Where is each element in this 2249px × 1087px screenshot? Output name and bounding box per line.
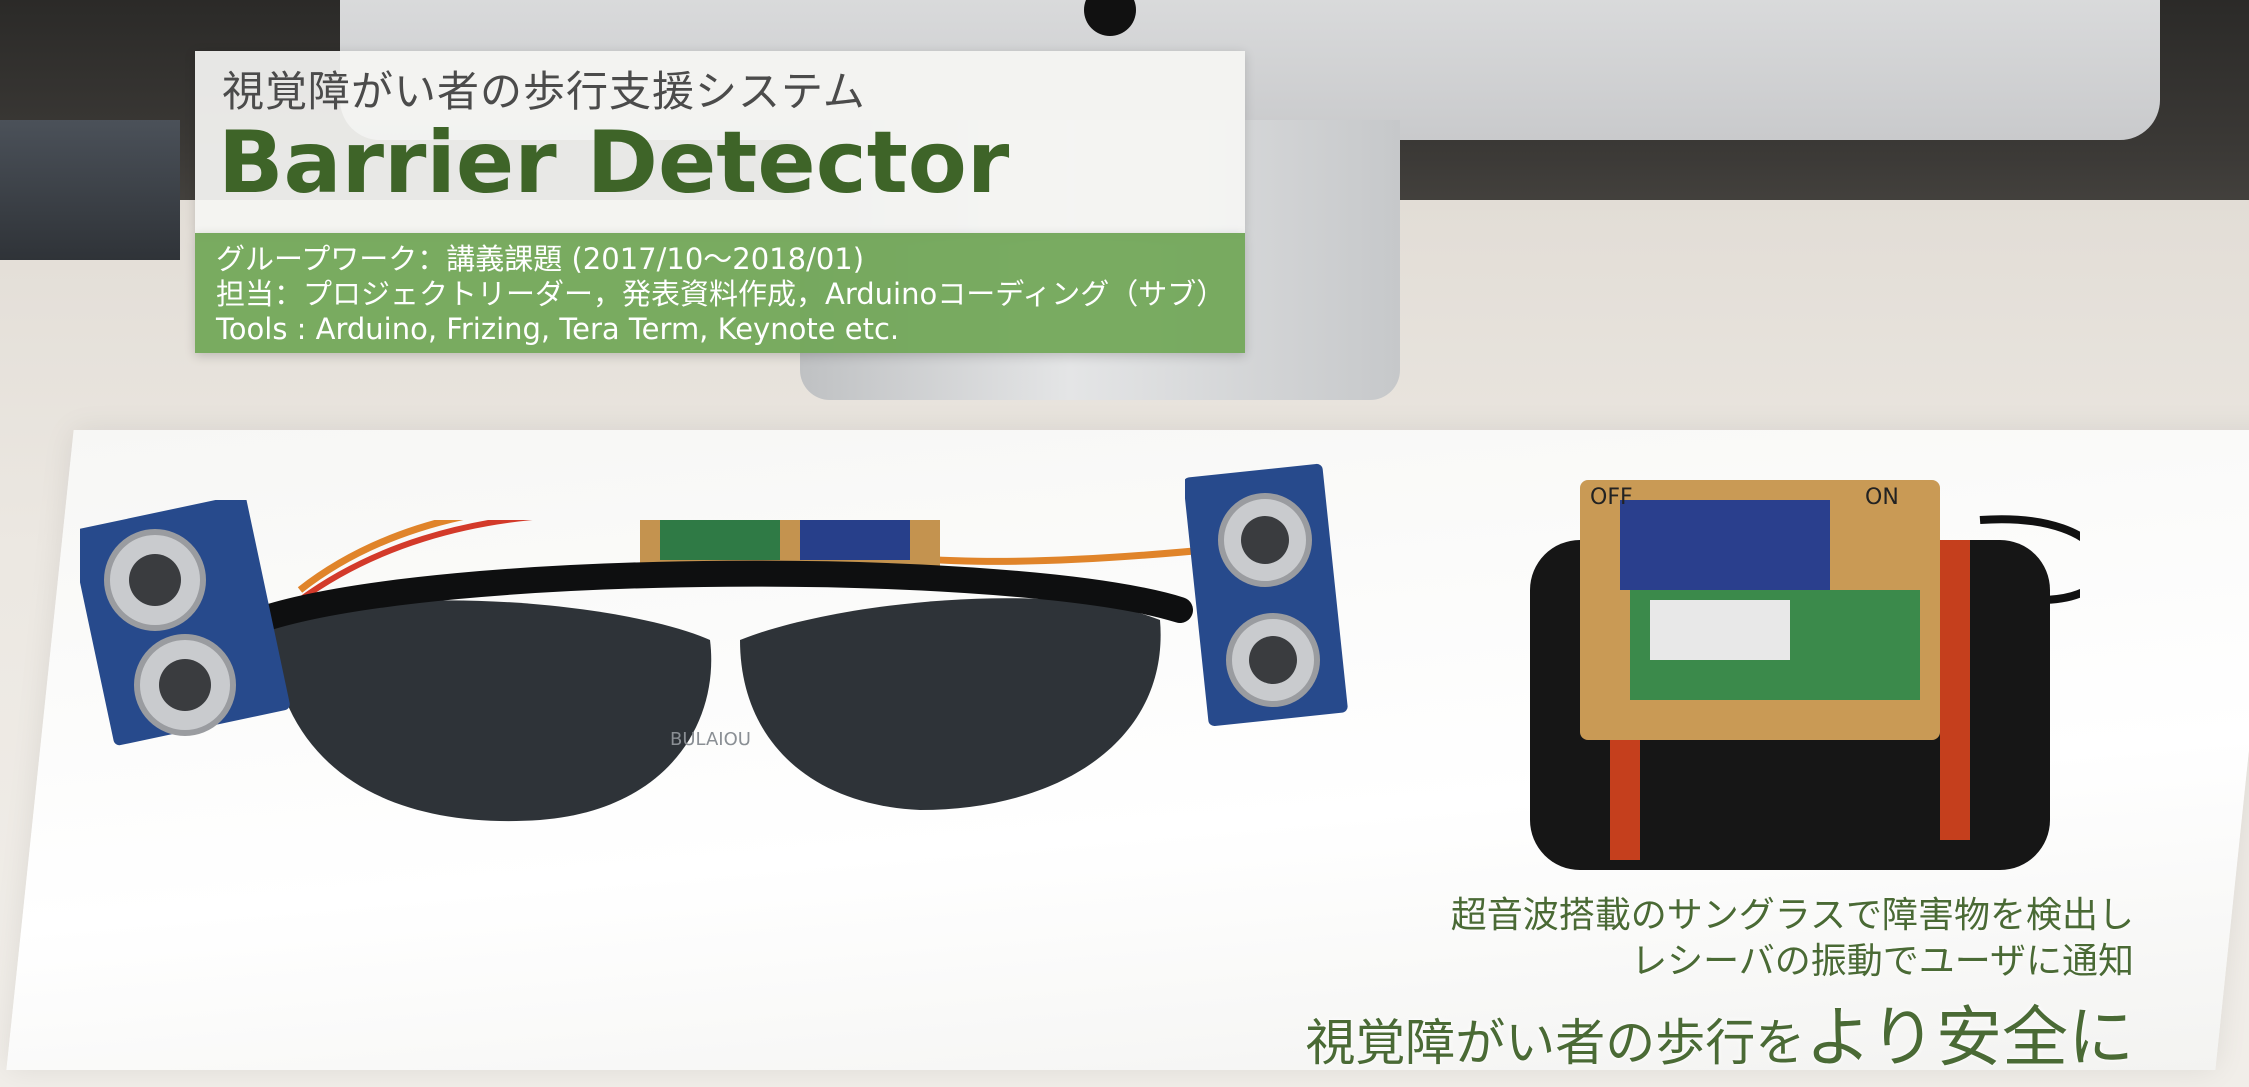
project-title: Barrier Detector — [218, 113, 1010, 213]
board-label-off: OFF — [1590, 485, 1633, 510]
info-tools: Tools : Arduino, Frizing, Tera Term, Key… — [216, 312, 900, 346]
info-role: 担当：プロジェクトリーダー，発表資料作成，Arduinoコーディング（サブ） — [216, 277, 1226, 311]
project-subtitle: 視覚障がい者の歩行支援システム — [222, 67, 866, 116]
caption-line-2: レシーバの振動でユーザに通知 — [1631, 941, 2134, 982]
info-period: グループワーク：講義課題 (2017/10〜2018/01) — [216, 242, 865, 276]
sunglasses-device: BULAIOU — [247, 520, 1220, 822]
right-ultrasonic-sensor — [1185, 463, 1348, 727]
apple-logo-icon — [1084, 0, 1136, 36]
left-ultrasonic-sensor — [80, 500, 290, 746]
glasses-brand: BULAIOU — [670, 729, 751, 750]
caption-line-1: 超音波搭載のサングラスで障害物を検出し — [1450, 895, 2134, 936]
keyboard — [0, 120, 180, 260]
tagline-prefix: 視覚障がい者の歩行を — [1305, 1014, 1806, 1072]
tagline-emphasis: より安全に — [1805, 999, 2134, 1076]
info-panel — [195, 233, 1245, 353]
tagline: 視覚障がい者の歩行をより安全に — [1305, 1005, 2134, 1071]
title-panel — [195, 51, 1245, 233]
board-label-on: ON — [1865, 485, 1899, 510]
wristband-receiver: OFF ON — [1530, 480, 2080, 870]
